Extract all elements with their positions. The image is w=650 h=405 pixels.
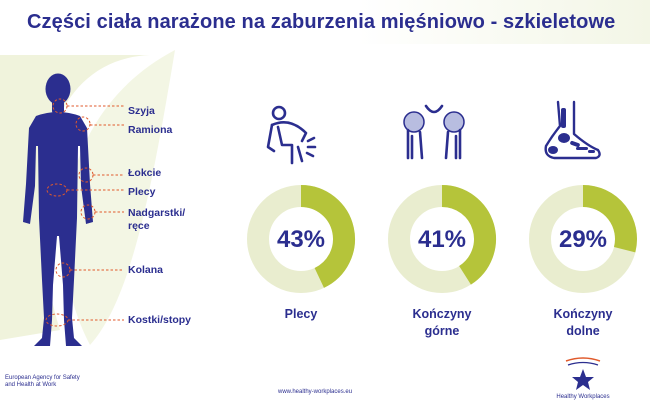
neck-marker (52, 98, 68, 114)
elbow-marker (78, 167, 94, 183)
label-back: Plecy (128, 186, 156, 198)
footer-logo-text: Healthy Workplaces (556, 394, 610, 400)
percent-lower-limbs: 29% (558, 226, 608, 253)
page-title: Części ciała narażone na zaburzenia mięś… (27, 11, 616, 33)
shoulder-pain-icon (403, 104, 465, 160)
wrist-marker (80, 204, 96, 220)
category-label-upper-limbs: Kończyny górne (382, 306, 502, 340)
donut-chart-lower-limbs (529, 185, 637, 293)
back-pain-icon (266, 105, 317, 165)
percent-upper-limbs: 41% (417, 226, 467, 253)
category-label-lower-limbs: Kończyny dolne (523, 306, 643, 340)
shoulder-marker (75, 116, 91, 132)
label-shoulders: Ramiona (128, 124, 173, 136)
label-elbows: Łokcie (128, 167, 162, 179)
category-label-line1: Kończyny (553, 307, 613, 321)
footer-url[interactable]: www.healthy-workplaces.eu (278, 389, 353, 395)
label-hands: ręce (128, 220, 150, 232)
category-label-line2: górne (424, 324, 460, 338)
ankle-marker (45, 313, 69, 327)
percent-back: 43% (276, 226, 326, 253)
category-label-back: Plecy (241, 306, 361, 323)
label-neck: Szyja (128, 105, 155, 117)
donut-chart-back (247, 185, 355, 293)
healthy-workplaces-logo (565, 357, 601, 390)
label-wrists: Nadgarstki/ (128, 207, 186, 219)
donut-chart-upper-limbs (388, 185, 496, 293)
knee-marker (55, 262, 71, 278)
category-label-line1: Kończyny (412, 307, 472, 321)
footer-organization: European Agency for Safety and Health at… (5, 375, 80, 388)
header-band (0, 0, 650, 44)
foot-bones-icon (544, 100, 601, 160)
donut-value-arc (582, 185, 637, 253)
category-label-line2: dolne (566, 324, 600, 338)
back-marker (46, 183, 68, 197)
label-knees: Kolana (128, 264, 164, 276)
label-ankles: Kostki/stopy (128, 314, 192, 326)
donut-value-arc (300, 185, 355, 288)
category-label-line1: Plecy (284, 307, 318, 321)
donut-value-arc (441, 185, 496, 285)
